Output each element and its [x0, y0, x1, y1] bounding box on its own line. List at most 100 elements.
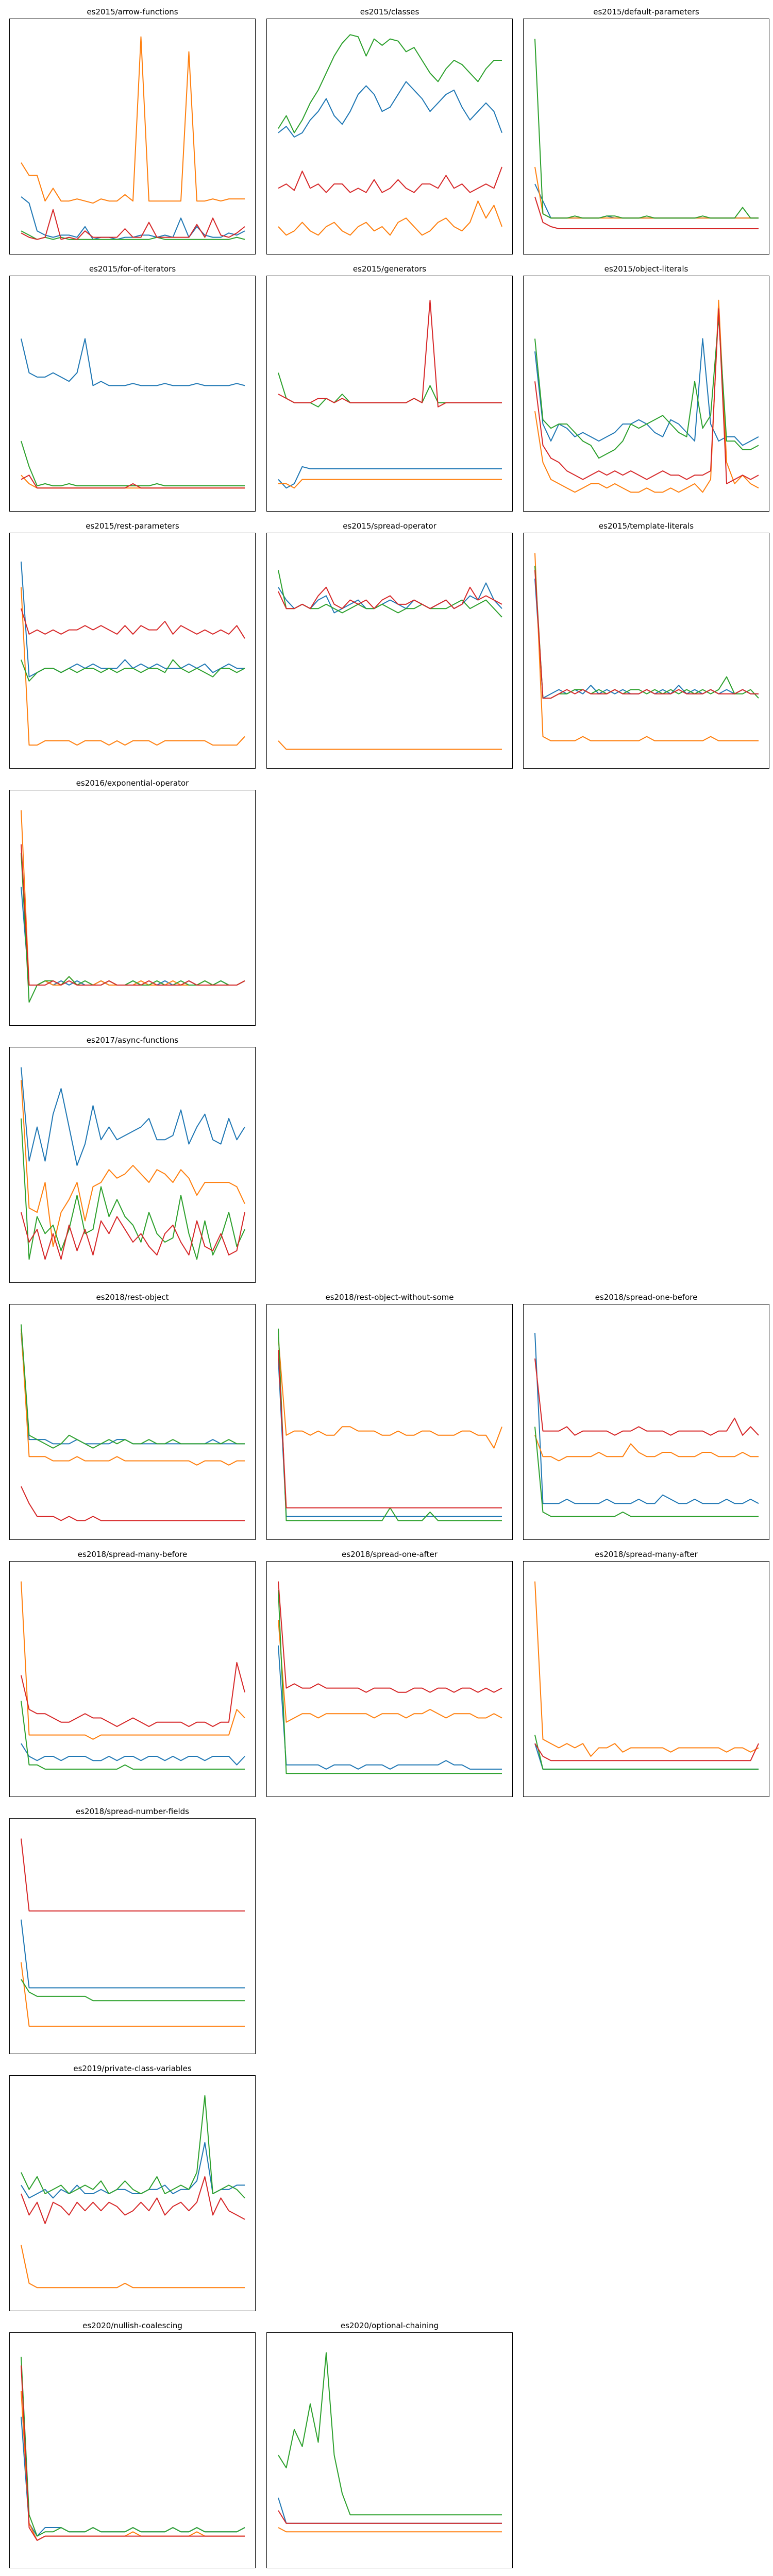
series-line-blue: [21, 1919, 245, 1989]
series-line-blue: [278, 81, 502, 138]
series-line-red: [21, 474, 245, 489]
series-line-orange: [21, 2391, 245, 2541]
plot-area: [9, 276, 256, 512]
series-line-blue: [21, 1743, 245, 1766]
series-line-green: [21, 853, 245, 1003]
plot-area: [266, 1561, 513, 1797]
plot-svg: [534, 1333, 759, 1517]
series-line-blue: [21, 196, 245, 240]
series-line-blue: [21, 1333, 245, 1445]
chart-title: es2018/spread-number-fields: [76, 1807, 189, 1816]
plot-area: [9, 1304, 256, 1540]
series-line-red: [534, 196, 759, 229]
chart-panel-es2015-spread-operator: es2015/spread-operator: [266, 521, 513, 769]
series-line-blue: [21, 338, 245, 386]
series-line-orange: [278, 2527, 502, 2533]
series-line-red: [278, 1581, 502, 1693]
chart-title: es2015/for-of-iterators: [89, 264, 176, 274]
series-line-blue: [278, 1358, 502, 1517]
plot-svg: [278, 34, 502, 236]
series-line-green: [21, 1324, 245, 1449]
series-line-red: [534, 1358, 759, 1436]
series-line-green: [534, 1427, 759, 1517]
chart-title: es2015/template-literals: [598, 521, 694, 531]
series-line-orange: [21, 810, 245, 986]
plot-svg: [278, 570, 502, 750]
plot-svg: [278, 299, 502, 489]
plot-svg: [21, 810, 245, 1003]
plot-area: [9, 1818, 256, 2054]
plot-area: [523, 533, 769, 769]
chart-panel-es2015-rest-parameters: es2015/rest-parameters: [9, 521, 256, 769]
series-line-green: [534, 566, 759, 699]
chart-title: es2015/default-parameters: [593, 7, 699, 16]
series-line-blue: [278, 2497, 502, 2524]
series-line-green: [534, 1735, 759, 1770]
series-line-green: [21, 1118, 245, 1260]
series-line-red: [278, 1350, 502, 1509]
chart-panel-es2017-async-functions: es2017/async-functions: [9, 1036, 256, 1283]
series-line-orange: [21, 36, 245, 204]
series-line-blue: [21, 2416, 245, 2537]
series-line-green: [21, 230, 245, 240]
series-line-orange: [534, 299, 759, 493]
plot-area: [9, 2075, 256, 2311]
plot-svg: [534, 1581, 759, 1770]
plot-area: [9, 1047, 256, 1283]
plot-svg: [278, 1581, 502, 1774]
chart-panel-es2018-spread-one-after: es2018/spread-one-after: [266, 1550, 513, 1797]
series-line-green: [278, 1590, 502, 1774]
series-line-orange: [21, 587, 245, 746]
plot-svg: [21, 1838, 245, 2027]
chart-title: es2015/spread-operator: [343, 521, 436, 531]
chart-title: es2018/spread-many-after: [595, 1550, 698, 1559]
chart-title: es2018/spread-many-before: [77, 1550, 188, 1559]
series-line-red: [278, 2510, 502, 2524]
chart-title: es2015/rest-parameters: [86, 521, 179, 531]
plot-svg: [21, 562, 245, 746]
series-line-blue: [21, 562, 245, 677]
plot-area: [523, 1304, 769, 1540]
plot-svg: [534, 553, 759, 741]
plot-svg: [278, 1328, 502, 1521]
chart-title: es2019/private-class-variables: [73, 2064, 192, 2073]
chart-panel-es2020-nullish-coalescing: es2020/nullish-coalescing: [9, 2321, 256, 2568]
chart-panel-es2018-rest-object-without-some: es2018/rest-object-without-some: [266, 1293, 513, 1540]
series-line-green: [21, 659, 245, 682]
plot-area: [9, 2332, 256, 2568]
series-line-green: [21, 1979, 245, 2002]
chart-panel-es2015-arrow-functions: es2015/arrow-functions: [9, 7, 256, 255]
plot-area: [523, 1561, 769, 1797]
chart-panel-es2018-spread-many-after: es2018/spread-many-after: [523, 1550, 769, 1797]
plot-area: [266, 1304, 513, 1540]
plot-svg: [534, 299, 759, 493]
series-line-orange: [278, 200, 502, 236]
plot-area: [9, 19, 256, 255]
series-line-blue: [278, 582, 502, 614]
series-line-blue: [534, 183, 759, 219]
plot-area: [266, 276, 513, 512]
chart-title: es2015/classes: [360, 7, 419, 16]
series-line-orange: [21, 2245, 245, 2289]
chart-title: es2018/rest-object-without-some: [325, 1293, 454, 1302]
series-line-green: [534, 39, 759, 219]
plot-svg: [21, 1324, 245, 1521]
series-line-blue: [21, 1067, 245, 1166]
chart-title: es2018/rest-object: [96, 1293, 169, 1302]
plot-svg: [21, 1581, 245, 1770]
series-line-orange: [21, 1581, 245, 1740]
series-line-green: [21, 1701, 245, 1770]
chart-title: es2015/arrow-functions: [87, 7, 178, 16]
series-line-orange: [534, 1435, 759, 1462]
chart-title: es2015/generators: [352, 264, 427, 274]
series-line-red: [21, 608, 245, 639]
series-line-orange: [534, 166, 759, 219]
plot-area: [523, 276, 769, 512]
chart-title: es2018/spread-one-before: [595, 1293, 698, 1302]
plot-area: [266, 19, 513, 255]
series-line-red: [21, 2176, 245, 2224]
chart-panel-es2015-for-of-iterators: es2015/for-of-iterators: [9, 264, 256, 512]
plot-svg: [21, 338, 245, 489]
series-line-orange: [21, 1328, 245, 1466]
series-line-orange: [278, 1337, 502, 1449]
